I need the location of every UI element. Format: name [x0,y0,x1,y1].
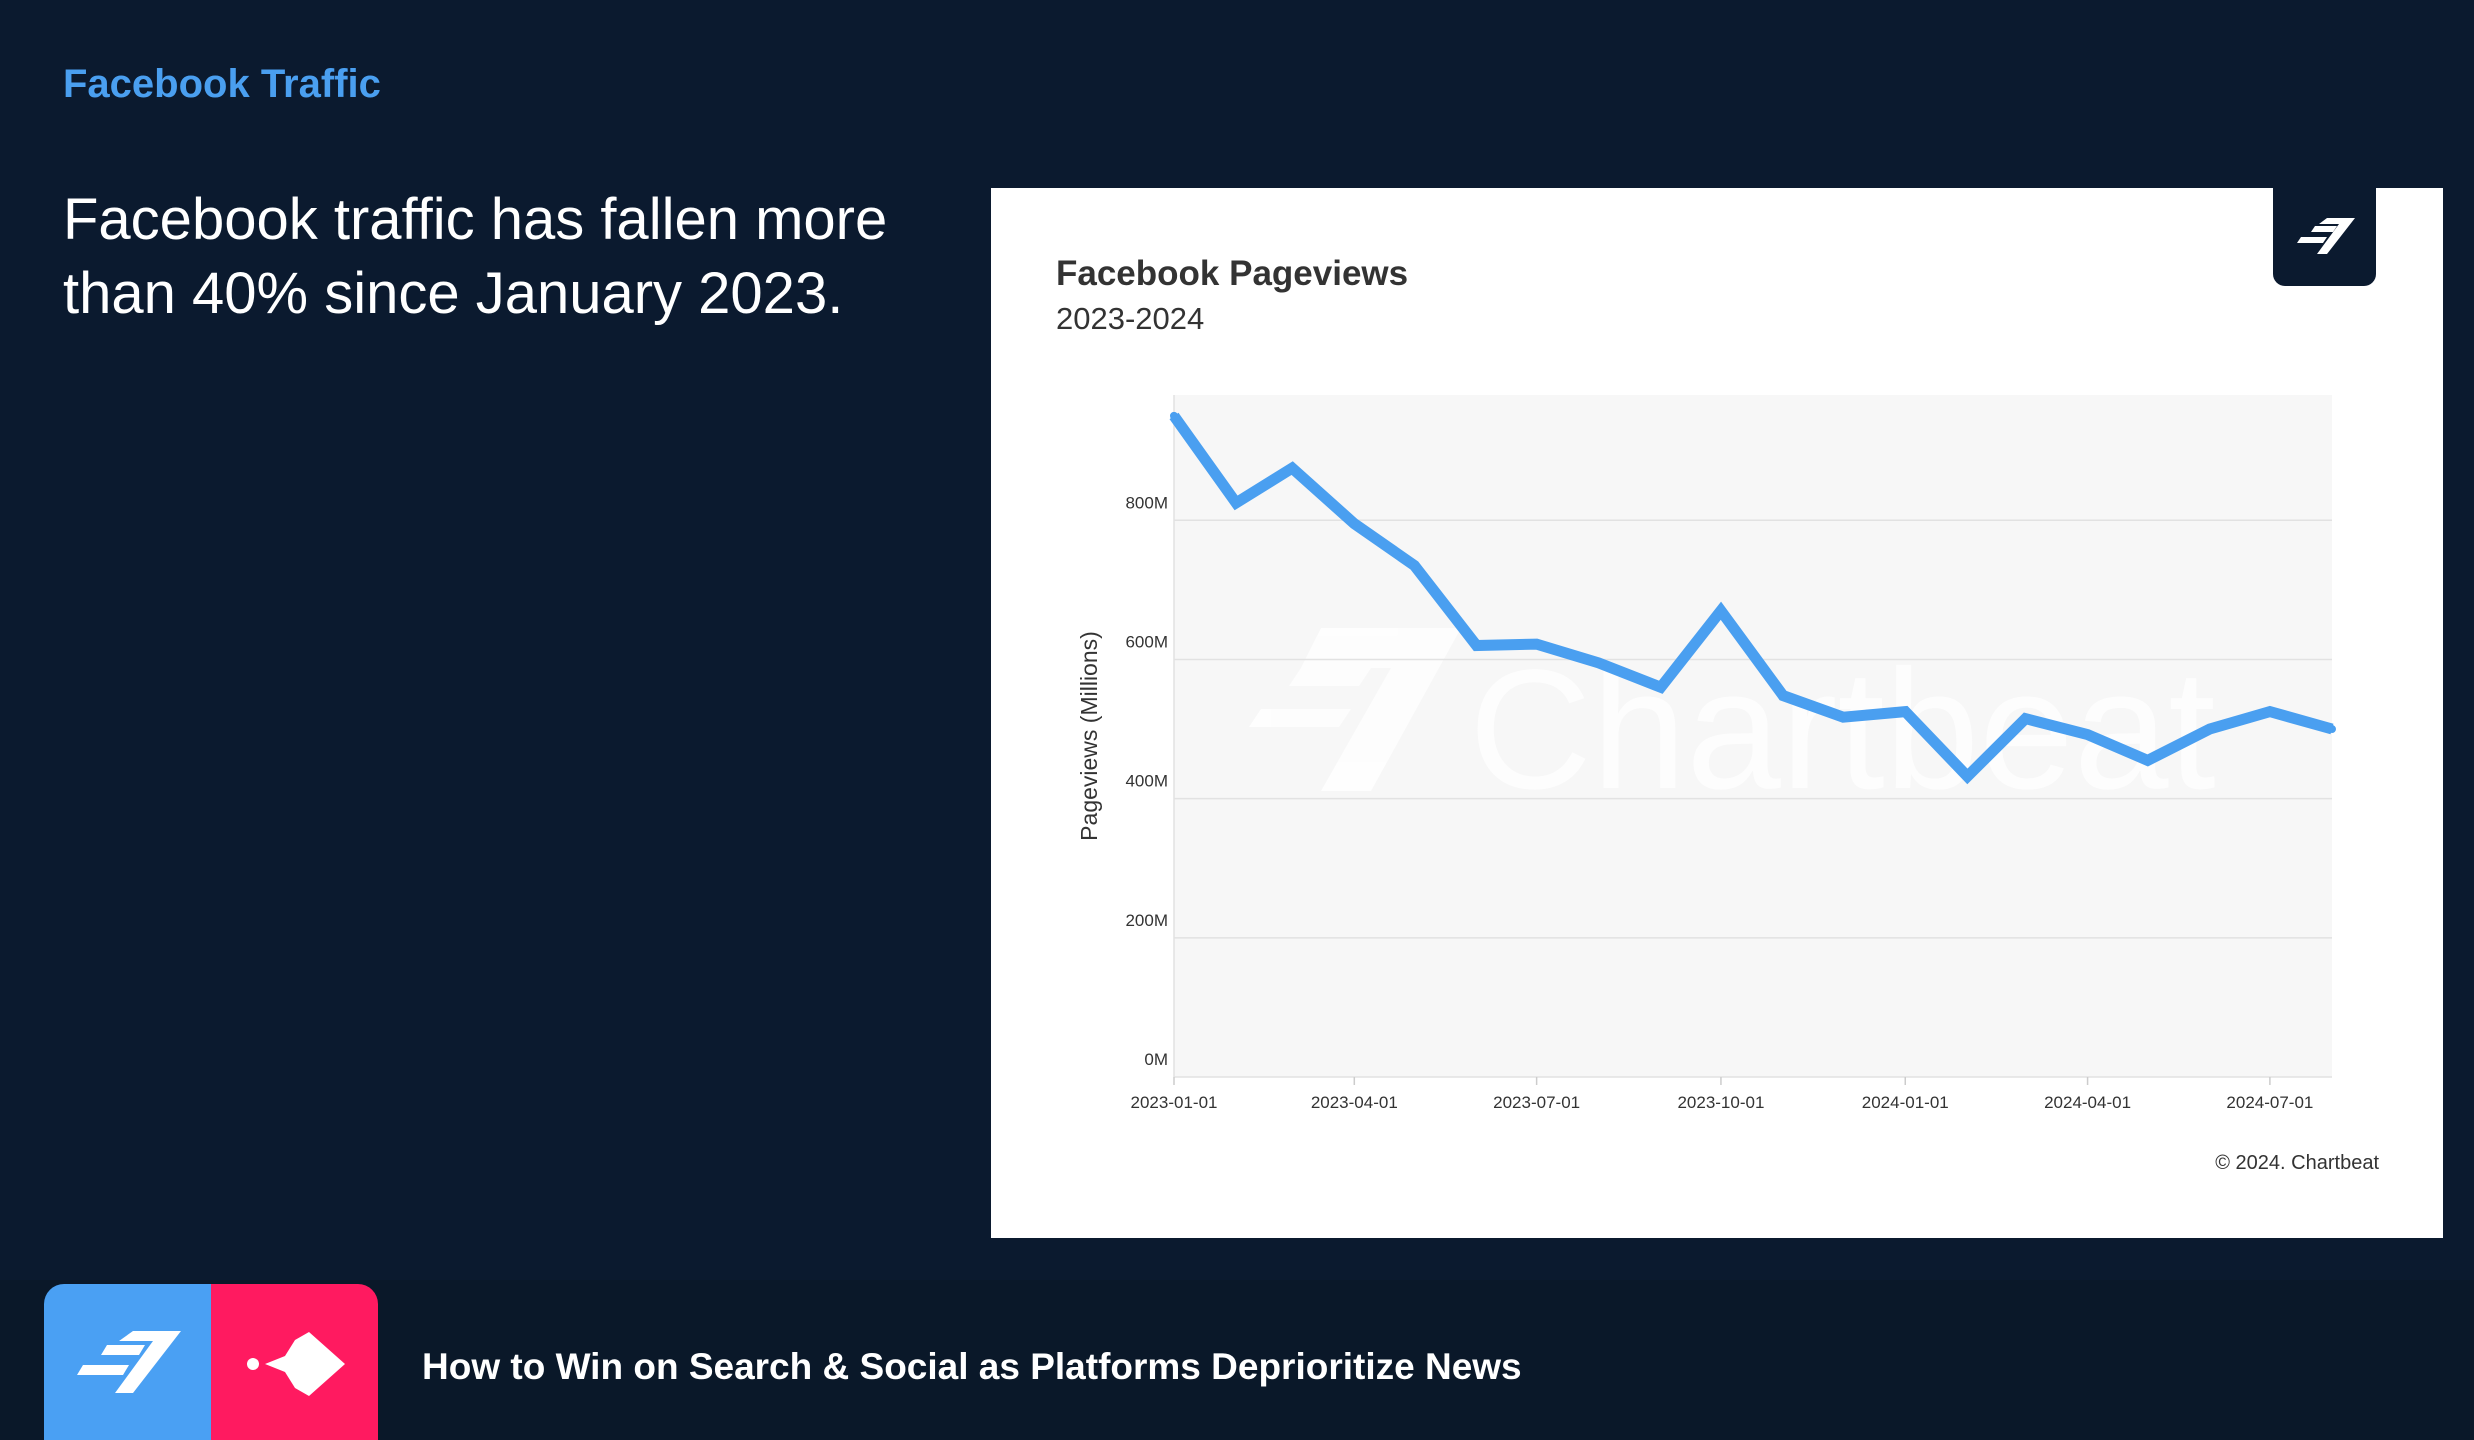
data-point [1232,498,1241,507]
series-line [1169,412,2334,785]
data-point [1839,713,1848,722]
chartbeat-logo-badge [2273,186,2376,286]
y-tick-label: 200M [1125,911,1168,930]
data-point [1170,411,1178,420]
y-tick-label: 400M [1125,772,1168,791]
x-tick-label: 2023-10-01 [1677,1093,1764,1112]
x-tick-label: 2023-07-01 [1493,1093,1580,1112]
chart-card: Facebook Pageviews 2023-2024 Chartbeat 0… [991,186,2443,1238]
data-point [1716,606,1725,615]
headline: Facebook traffic has fallen more than 40… [63,187,888,326]
data-point [1594,658,1603,667]
chartbeat-footer-logo [44,1284,211,1440]
data-point [2143,756,2152,765]
chart-credit: © 2024. Chartbeat [2215,1152,2379,1174]
footer-title: How to Win on Search & Social as Platfor… [422,1346,1522,1387]
data-point [1350,519,1359,528]
data-point [2328,725,2336,734]
data-point [2021,714,2030,723]
x-tick-label: 2024-04-01 [2044,1093,2131,1112]
y-tick-label: 800M [1125,493,1168,512]
x-tick-label: 2023-04-01 [1311,1093,1398,1112]
chart-title: Facebook Pageviews [1056,254,1408,293]
data-point [1901,707,1910,716]
data-point [1656,683,1665,692]
x-tick-label: 2024-07-01 [2226,1093,2313,1112]
x-tick-label: 2024-01-01 [1862,1093,1949,1112]
chartbeat-logo-icon [2296,218,2355,254]
arrow-logo-icon [246,1332,345,1396]
watermark-text: Chartbeat [1469,635,2216,825]
data-point [1779,691,1788,700]
footer-bar [0,1280,2474,1440]
data-point [2265,707,2274,716]
chartbeat-logo-icon [76,1331,181,1393]
data-point [2205,725,2214,734]
y-tick-label: 600M [1125,632,1168,651]
y-tick-label: 0M [1144,1050,1168,1069]
data-point [1532,640,1541,649]
data-point [1472,641,1481,650]
watermark: Chartbeat [1249,628,2216,825]
section-title: Facebook Traffic [63,62,381,106]
data-point [1963,772,1972,781]
x-tick-label: 2023-01-01 [1131,1093,1218,1112]
data-point [1410,561,1419,570]
partner-footer-logo [211,1284,378,1440]
data-point [1288,464,1297,473]
chart-subtitle: 2023-2024 [1056,301,1204,336]
data-point [2083,730,2092,739]
chart: Facebook Pageviews 2023-2024 Chartbeat 0… [1056,254,2379,1174]
y-axis-label: Pageviews (Millions) [1076,631,1102,841]
